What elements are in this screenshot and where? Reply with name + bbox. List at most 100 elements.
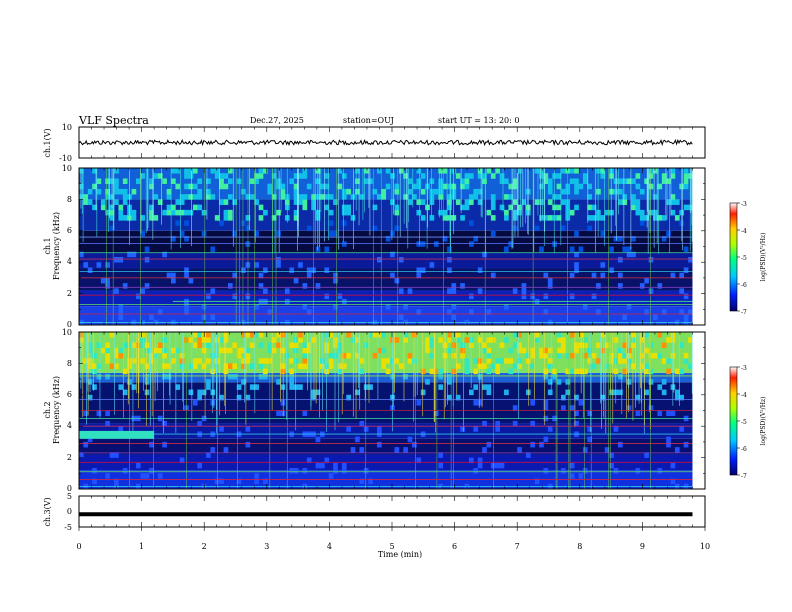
- spectrum-cell: [311, 204, 316, 211]
- ch1-ytick-2: 2: [67, 289, 72, 298]
- spectrum-cell: [144, 342, 150, 348]
- spectrum-cell: [394, 225, 400, 232]
- spectrum-cell: [447, 309, 452, 315]
- spectrum-cell: [600, 262, 606, 268]
- spectrum-cell: [490, 363, 496, 369]
- spectrum-cell: [468, 194, 474, 200]
- spectrum-cell: [114, 256, 119, 263]
- figure-title: VLF Spectra: [78, 114, 149, 127]
- spectrum-cell: [596, 309, 601, 315]
- spectrum-cell: [298, 173, 303, 179]
- spectrum-cell: [122, 283, 128, 289]
- spectrum-cell: [192, 183, 198, 190]
- spectrum-cell: [201, 209, 207, 216]
- spectrum-cell: [644, 332, 649, 338]
- spectrum-cell: [609, 209, 614, 216]
- spectrum-cell: [381, 358, 387, 364]
- spectrum-cell: [543, 368, 549, 375]
- spectrum-cell: [578, 246, 584, 253]
- spectrum-cell: [648, 352, 654, 359]
- spectrum-cell: [302, 199, 308, 205]
- spectrum-cell: [293, 199, 299, 205]
- spectrum-cell: [635, 410, 641, 417]
- spectrum-cell: [490, 215, 496, 221]
- no-data-region: [692, 168, 705, 325]
- spectrum-cell: [105, 194, 110, 200]
- spectrum-cell: [600, 230, 606, 237]
- spectrum-cell: [311, 267, 316, 273]
- spectrum-cell: [254, 304, 259, 310]
- spectrum-cell: [609, 462, 614, 469]
- spectrum-cell: [468, 199, 474, 205]
- spectrum-cell: [219, 199, 224, 205]
- spectrum-cell: [171, 358, 176, 364]
- spectrum-cell: [666, 441, 671, 448]
- spectrum-band: [79, 382, 693, 424]
- spectrum-cell: [315, 389, 321, 396]
- spectrum-cell: [661, 215, 667, 221]
- spectrum-cell: [337, 183, 343, 190]
- spectrum-cell: [565, 368, 571, 375]
- spectrum-cell: [276, 410, 281, 417]
- spectrum-cell: [359, 368, 365, 375]
- spectrum-cell: [565, 389, 571, 396]
- spectrum-cell: [639, 283, 645, 289]
- spectrum-cell: [118, 384, 124, 390]
- spectrum-cell: [184, 194, 189, 200]
- spectrum-cell: [591, 272, 597, 279]
- spectrum-cell: [171, 204, 176, 211]
- spectrum-cell: [289, 358, 295, 364]
- spectrum-cell: [324, 342, 330, 348]
- spectrum-cell: [210, 288, 216, 294]
- spectrum-cell: [245, 332, 251, 338]
- spectrum-cell: [368, 478, 373, 485]
- spectrum-cell: [412, 194, 417, 200]
- spectrum-cell: [236, 178, 242, 184]
- ch1-cb-tick-m4: -4: [741, 228, 747, 235]
- spectrum-cell: [201, 337, 207, 343]
- spectrum-cell: [324, 368, 330, 375]
- spectrum-cell: [600, 215, 606, 221]
- spectrum-cell: [416, 457, 422, 464]
- spectrum-cell: [333, 352, 338, 359]
- spectrum-cell: [499, 462, 505, 469]
- ch2-spectrogram-panel: 0 2 4 6 8 10 ch.2 Frequency (kHz): [43, 328, 706, 493]
- spectrum-cell: [582, 173, 588, 179]
- spectrum-cell: [543, 405, 549, 411]
- spectrum-cell: [495, 368, 500, 375]
- spectrum-cell: [114, 452, 119, 458]
- spectrum-cell: [648, 405, 654, 411]
- spectrum-cell: [381, 194, 387, 200]
- spectrum-cell: [609, 358, 614, 364]
- spectrum-cell: [398, 363, 404, 369]
- spectrum-cell: [552, 373, 557, 380]
- spectrum-cell: [512, 332, 518, 338]
- spectrum-cell: [460, 347, 465, 354]
- spectrum-cell: [298, 194, 303, 200]
- spectrum-cell: [276, 332, 281, 338]
- spectrum-cell: [666, 178, 671, 184]
- spectrum-cell: [192, 194, 198, 200]
- spectrum-cell: [333, 304, 338, 310]
- spectrum-cell: [140, 332, 146, 338]
- spectrum-cell: [100, 347, 106, 354]
- spectrum-cell: [376, 426, 382, 432]
- spectrum-cell: [135, 462, 141, 469]
- spectrum-cell: [263, 358, 268, 364]
- ch1-spectrogram-image: [79, 168, 705, 325]
- spectrum-cell: [372, 352, 378, 359]
- spectrum-cell: [517, 358, 522, 364]
- spectrum-cell: [122, 194, 128, 200]
- spectrum-cell: [420, 241, 426, 247]
- spectrum-cell: [376, 168, 382, 174]
- spectrum-cell: [666, 436, 671, 443]
- spectrum-cell: [153, 347, 159, 354]
- spectrum-cell: [525, 389, 531, 396]
- spectrum-cell: [635, 173, 641, 179]
- spectrum-cell: [438, 384, 444, 390]
- spectrum-cell: [140, 215, 146, 221]
- spectrum-cell: [223, 347, 229, 354]
- spectrum-cell: [530, 363, 536, 369]
- ch3-ytick-0: 0: [67, 507, 72, 516]
